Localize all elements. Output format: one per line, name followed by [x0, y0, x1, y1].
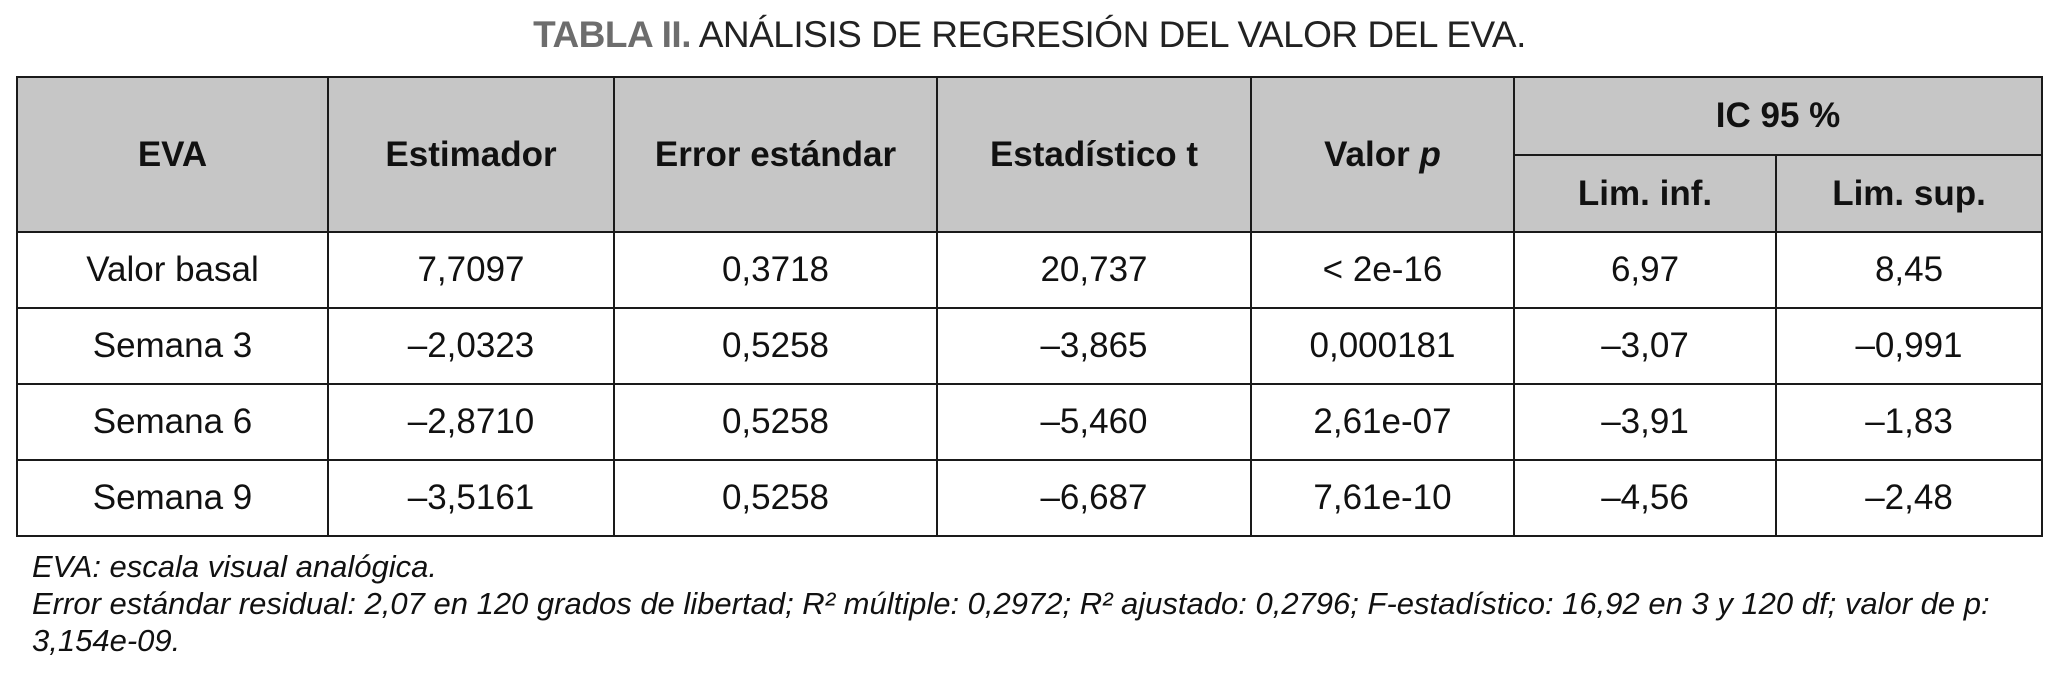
- table-cell: 0,000181: [1250, 307, 1515, 385]
- table-cell: 7,7097: [327, 231, 615, 309]
- footnote-abbreviation: EVA: escala visual analógica.: [32, 549, 437, 584]
- table-cell: Semana 9: [16, 459, 329, 537]
- table-footnotes: EVA: escala visual analógica. Error está…: [32, 548, 2032, 659]
- table-cell: 20,737: [936, 231, 1252, 309]
- header-valor-label: Valor: [1324, 134, 1410, 174]
- table-title: TABLA II. ANÁLISIS DE REGRESIÓN DEL VALO…: [0, 14, 2059, 56]
- table-cell: 6,97: [1513, 231, 1777, 309]
- table-cell: –0,991: [1775, 307, 2043, 385]
- table-cell: –3,5161: [327, 459, 615, 537]
- table-row: Semana 9 –3,5161 0,5258 –6,687 7,61e-10 –4,56…: [16, 459, 2043, 537]
- table-cell: 0,5258: [613, 459, 938, 537]
- table-cell: Semana 6: [16, 383, 329, 461]
- table-cell: 0,5258: [613, 307, 938, 385]
- header-error-estandar: Error estándar: [613, 76, 938, 233]
- header-lim-inf: Lim. inf.: [1513, 154, 1777, 233]
- table-caption: ANÁLISIS DE REGRESIÓN DEL VALOR DEL EVA.: [698, 14, 1527, 55]
- table-cell: 8,45: [1775, 231, 2043, 309]
- footnote-statistics: Error estándar residual: 2,07 en 120 gra…: [32, 586, 1990, 658]
- header-ic95: IC 95 %: [1513, 76, 2043, 156]
- table-cell: 2,61e-07: [1250, 383, 1515, 461]
- table-cell: –2,8710: [327, 383, 615, 461]
- table-cell: –5,460: [936, 383, 1252, 461]
- table-cell: 0,3718: [613, 231, 938, 309]
- table-cell: 7,61e-10: [1250, 459, 1515, 537]
- table-cell: –3,91: [1513, 383, 1777, 461]
- header-lim-sup: Lim. sup.: [1775, 154, 2043, 233]
- table-cell: 0,5258: [613, 383, 938, 461]
- table-cell: –1,83: [1775, 383, 2043, 461]
- table-row: Semana 3 –2,0323 0,5258 –3,865 0,000181 –3,07…: [16, 307, 2043, 385]
- header-estimador: Estimador: [327, 76, 615, 233]
- table-cell: < 2e-16: [1250, 231, 1515, 309]
- table-cell: –6,687: [936, 459, 1252, 537]
- header-p-italic: p: [1419, 134, 1441, 174]
- header-estadistico-t: Estadístico t: [936, 76, 1252, 233]
- regression-table: EVA Estimador Error estándar Estadístico…: [16, 76, 2043, 537]
- table-row: Valor basal 7,7097 0,3718 20,737 < 2e-16 6,97…: [16, 231, 2043, 309]
- table-cell: –3,865: [936, 307, 1252, 385]
- table-number: TABLA II.: [533, 14, 691, 55]
- table-cell: Valor basal: [16, 231, 329, 309]
- header-eva: EVA: [16, 76, 329, 233]
- table-cell: –2,0323: [327, 307, 615, 385]
- table-cell: –4,56: [1513, 459, 1777, 537]
- table-cell: Semana 3: [16, 307, 329, 385]
- table-cell: –3,07: [1513, 307, 1777, 385]
- table-row: Semana 6 –2,8710 0,5258 –5,460 2,61e-07 –3,91…: [16, 383, 2043, 461]
- header-valor-p: Valor p: [1250, 76, 1515, 233]
- table-cell: –2,48: [1775, 459, 2043, 537]
